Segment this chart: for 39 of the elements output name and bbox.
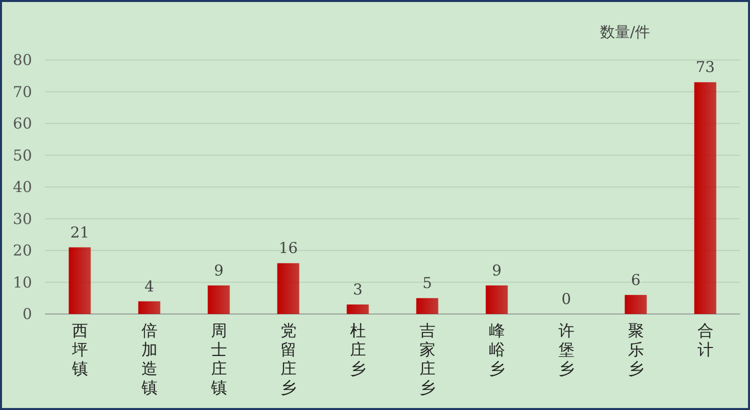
x-tick-label: 吉家庄乡 xyxy=(419,321,436,397)
data-label: 9 xyxy=(492,261,502,280)
data-label: 21 xyxy=(70,223,90,242)
x-tick-label: 峰峪乡 xyxy=(488,321,505,378)
y-tick-label: 60 xyxy=(12,114,32,132)
y-tick-label: 70 xyxy=(12,82,32,101)
bar xyxy=(208,285,230,314)
bar xyxy=(486,285,508,314)
y-tick-label: 30 xyxy=(12,210,32,228)
y-tick-label: 40 xyxy=(12,178,32,196)
data-label: 4 xyxy=(144,277,154,296)
data-label: 16 xyxy=(278,239,298,258)
y-tick-label: 20 xyxy=(12,242,32,260)
bar xyxy=(68,247,91,314)
bar xyxy=(694,82,716,314)
x-tick-label: 许堡乡 xyxy=(558,321,574,378)
bar xyxy=(346,304,369,314)
data-label: 73 xyxy=(696,58,715,76)
x-tick-label: 西坪镇 xyxy=(70,321,88,378)
x-tick-label: 合计 xyxy=(697,321,714,359)
bar xyxy=(277,263,300,314)
y-axis-title: 数量/件 xyxy=(600,23,650,41)
bar xyxy=(624,294,647,314)
y-tick-label: 50 xyxy=(12,146,32,164)
bar xyxy=(138,301,160,314)
x-tick-label: 聚乐乡 xyxy=(628,321,644,378)
data-label: 6 xyxy=(630,270,641,289)
data-label: 5 xyxy=(422,274,432,292)
x-tick-label: 周士庄镇 xyxy=(210,321,227,397)
data-label: 0 xyxy=(561,290,572,308)
bar xyxy=(416,298,438,314)
data-label: 3 xyxy=(352,280,363,298)
x-tick-label: 倍加造镇 xyxy=(140,321,158,397)
x-tick-label: 党留庄乡 xyxy=(280,321,296,397)
y-tick-label: 10 xyxy=(12,273,32,292)
x-tick-label: 杜庄乡 xyxy=(350,321,366,378)
data-label: 9 xyxy=(214,261,224,280)
y-tick-label: 80 xyxy=(12,51,32,69)
y-tick-label: 0 xyxy=(22,305,32,323)
